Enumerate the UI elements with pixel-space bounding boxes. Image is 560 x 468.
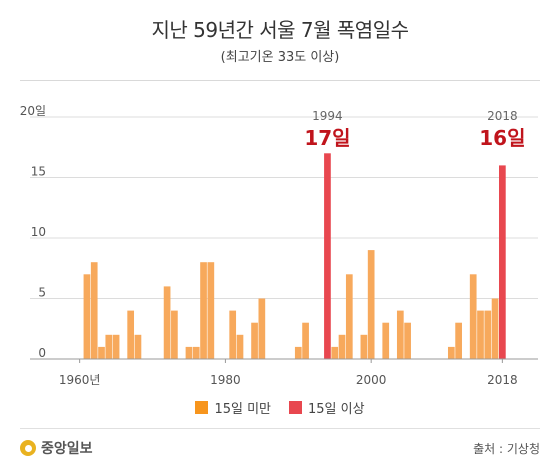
legend-swatch-above [289,401,302,414]
bar-1967 [127,310,135,359]
bar-2002 [382,322,390,359]
chart-title: 지난 59년간 서울 7월 폭염일수 [151,18,409,42]
legend-item-below: 15일 미만 [195,398,271,417]
bar-1981 [229,310,237,359]
x-tick-label: 1980 [210,373,241,387]
bar-1984 [251,322,258,359]
bar-2018 [499,165,506,359]
x-tick-label: 1960년 [59,373,101,387]
x-tick-label: 2000 [356,373,387,387]
bar-2004 [396,310,404,359]
bar-2012 [455,322,462,359]
bar-1985 [258,298,266,359]
publisher-logo-text: 중앙일보 [41,441,93,457]
bar-2017 [491,298,499,359]
annotation-value-2018: 16일 [479,126,525,150]
footer: 중앙일보 출처 : 기상청 [20,436,540,460]
bar-1962 [90,262,98,359]
legend-swatch-below [195,401,209,414]
bar-1990 [294,346,302,359]
bar-1976 [192,346,200,359]
x-tick-label: 2018 [487,373,518,387]
bar-1978 [207,262,215,359]
bar-chart: 0 5 10 15 20일 1960년 1980 2000 2018 1994 17일 2018 16일 [20,104,538,387]
y-tick-label: 0 [38,346,46,360]
legend-label-above: 15일 이상 [308,402,365,417]
bar-1963 [98,346,105,359]
bar-2005 [404,322,411,359]
chart-subtitle: (최고기온 33도 이상) [220,50,340,65]
y-tick-label: 10 [31,225,46,239]
bar-2015 [477,310,484,359]
y-tick-label: 20일 [20,104,46,118]
bar-2016 [484,310,492,359]
bar-1964 [105,334,113,359]
publisher-logo[interactable]: 중앙일보 [20,438,93,458]
bar-1995 [331,346,339,359]
top-divider [20,80,540,81]
bottom-divider [20,428,540,429]
y-tick-label: 15 [31,165,46,179]
bar-1977 [200,262,207,359]
source-note: 출처 : 기상청 [473,441,540,456]
annotation-year-1994: 1994 [312,109,343,123]
y-tick-label: 5 [38,286,46,300]
bar-1982 [236,334,244,359]
annotation-value-1994: 17일 [304,126,350,150]
bar-1999 [360,334,368,359]
bar-1997 [345,274,353,359]
logo-circle-icon [20,440,36,456]
bar-1973 [171,310,178,359]
bar-1965 [112,334,120,359]
legend-item-above: 15일 이상 [289,398,365,417]
legend-label-below: 15일 미만 [214,402,271,417]
bar-1996 [338,334,346,359]
legend: 15일 미만 15일 이상 [0,398,560,417]
bar-1994 [324,153,331,359]
bar-1961 [83,274,91,359]
bar-1972 [163,286,171,359]
bar-1968 [134,334,142,359]
annotation-year-2018: 2018 [487,109,518,123]
bar-2000 [367,250,375,359]
bar-1975 [185,346,193,359]
bar-2011 [447,346,455,359]
bar-2014 [469,274,477,359]
bar-1991 [302,322,309,359]
